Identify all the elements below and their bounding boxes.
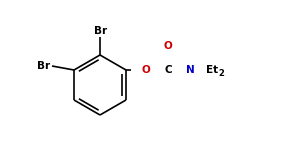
Text: N: N <box>186 65 194 75</box>
Text: O: O <box>142 65 150 75</box>
Text: 2: 2 <box>218 69 224 79</box>
Text: O: O <box>164 41 172 51</box>
Text: C: C <box>164 65 172 75</box>
Text: Br: Br <box>37 61 50 71</box>
Text: Et: Et <box>206 65 218 75</box>
Text: Br: Br <box>94 26 108 36</box>
